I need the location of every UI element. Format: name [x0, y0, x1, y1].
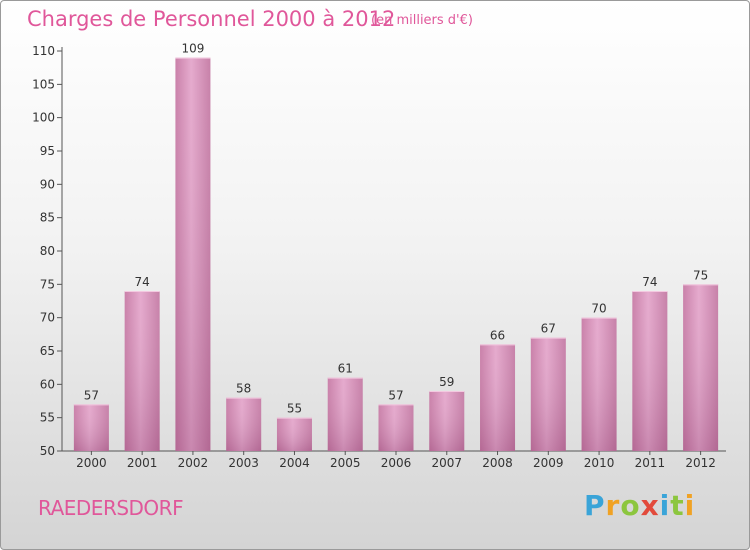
logo-letter: x: [640, 489, 660, 522]
logo-letter: i: [684, 489, 696, 522]
data-label: 74: [642, 275, 657, 289]
x-tick-label: 2004: [279, 456, 310, 470]
logo-letter: r: [605, 489, 621, 522]
y-tick-label: 70: [40, 311, 55, 325]
y-tick-label: 95: [40, 144, 55, 158]
x-tick-label: 2001: [127, 456, 158, 470]
y-tick-label: 60: [40, 377, 55, 391]
logo-letter: P: [584, 489, 606, 522]
bar-shade: [683, 284, 719, 451]
chart-title: Charges de Personnel 2000 à 2012: [27, 7, 396, 31]
x-tick-label: 2002: [178, 456, 209, 470]
y-tick-label: 105: [32, 77, 55, 91]
logo-letter: i: [659, 489, 671, 522]
data-label: 57: [388, 388, 403, 402]
y-tick-label: 50: [40, 444, 55, 458]
bar-shade: [632, 291, 668, 451]
data-label: 66: [490, 328, 505, 342]
data-label: 70: [591, 302, 606, 316]
bar-shade: [73, 404, 109, 451]
x-tick-label: 2012: [685, 456, 716, 470]
data-label: 75: [693, 268, 708, 282]
town-name: RAEDERSDORF: [38, 496, 184, 520]
x-tick-label: 2003: [228, 456, 259, 470]
bar-shade: [175, 57, 211, 452]
x-tick-label: 2011: [635, 456, 666, 470]
bars: [73, 57, 719, 452]
data-label: 109: [181, 42, 204, 56]
data-label: 55: [287, 402, 302, 416]
bar-shade: [124, 291, 160, 451]
y-tick-label: 75: [40, 277, 55, 291]
bar-shade: [480, 344, 516, 451]
y-tick-label: 55: [40, 411, 55, 425]
y-tick-label: 90: [40, 177, 55, 191]
bar-shade: [327, 377, 363, 451]
x-tick-label: 2009: [533, 456, 564, 470]
logo-letter: t: [670, 489, 685, 522]
chart-subtitle: (en milliers d'€): [371, 13, 473, 28]
data-label: 57: [84, 388, 99, 402]
data-label: 67: [541, 322, 556, 336]
x-tick-label: 2005: [330, 456, 361, 470]
y-tick-label: 65: [40, 344, 55, 358]
labels: 57 2000 74 2001 109 2002 58 2003 55 2004 61 2005 57 2…: [76, 42, 716, 470]
x-tick-label: 2008: [482, 456, 513, 470]
x-tick-label: 2000: [76, 456, 107, 470]
data-label: 61: [338, 362, 353, 376]
bar-shade: [226, 397, 262, 451]
y-tick-label: 85: [40, 211, 55, 225]
bar-shade: [276, 417, 312, 451]
bar-shade: [378, 404, 414, 451]
data-label: 59: [439, 375, 454, 389]
bar-shade: [581, 317, 617, 451]
y-tick-label: 110: [32, 44, 55, 58]
x-tick-label: 2006: [381, 456, 412, 470]
logo-letter: o: [620, 489, 641, 522]
data-label: 74: [135, 275, 150, 289]
y-tick-label: 100: [32, 111, 55, 125]
x-tick-label: 2007: [431, 456, 462, 470]
proxiti-logo: Proxiti: [584, 489, 695, 522]
bar-shade: [530, 337, 566, 451]
y-tick-label: 80: [40, 244, 55, 258]
data-label: 58: [236, 382, 251, 396]
x-tick-label: 2010: [584, 456, 615, 470]
axes: 50 55 60 65 70 75 80 85 90 95 100 105 110: [32, 44, 726, 458]
bar-shade: [429, 391, 465, 451]
